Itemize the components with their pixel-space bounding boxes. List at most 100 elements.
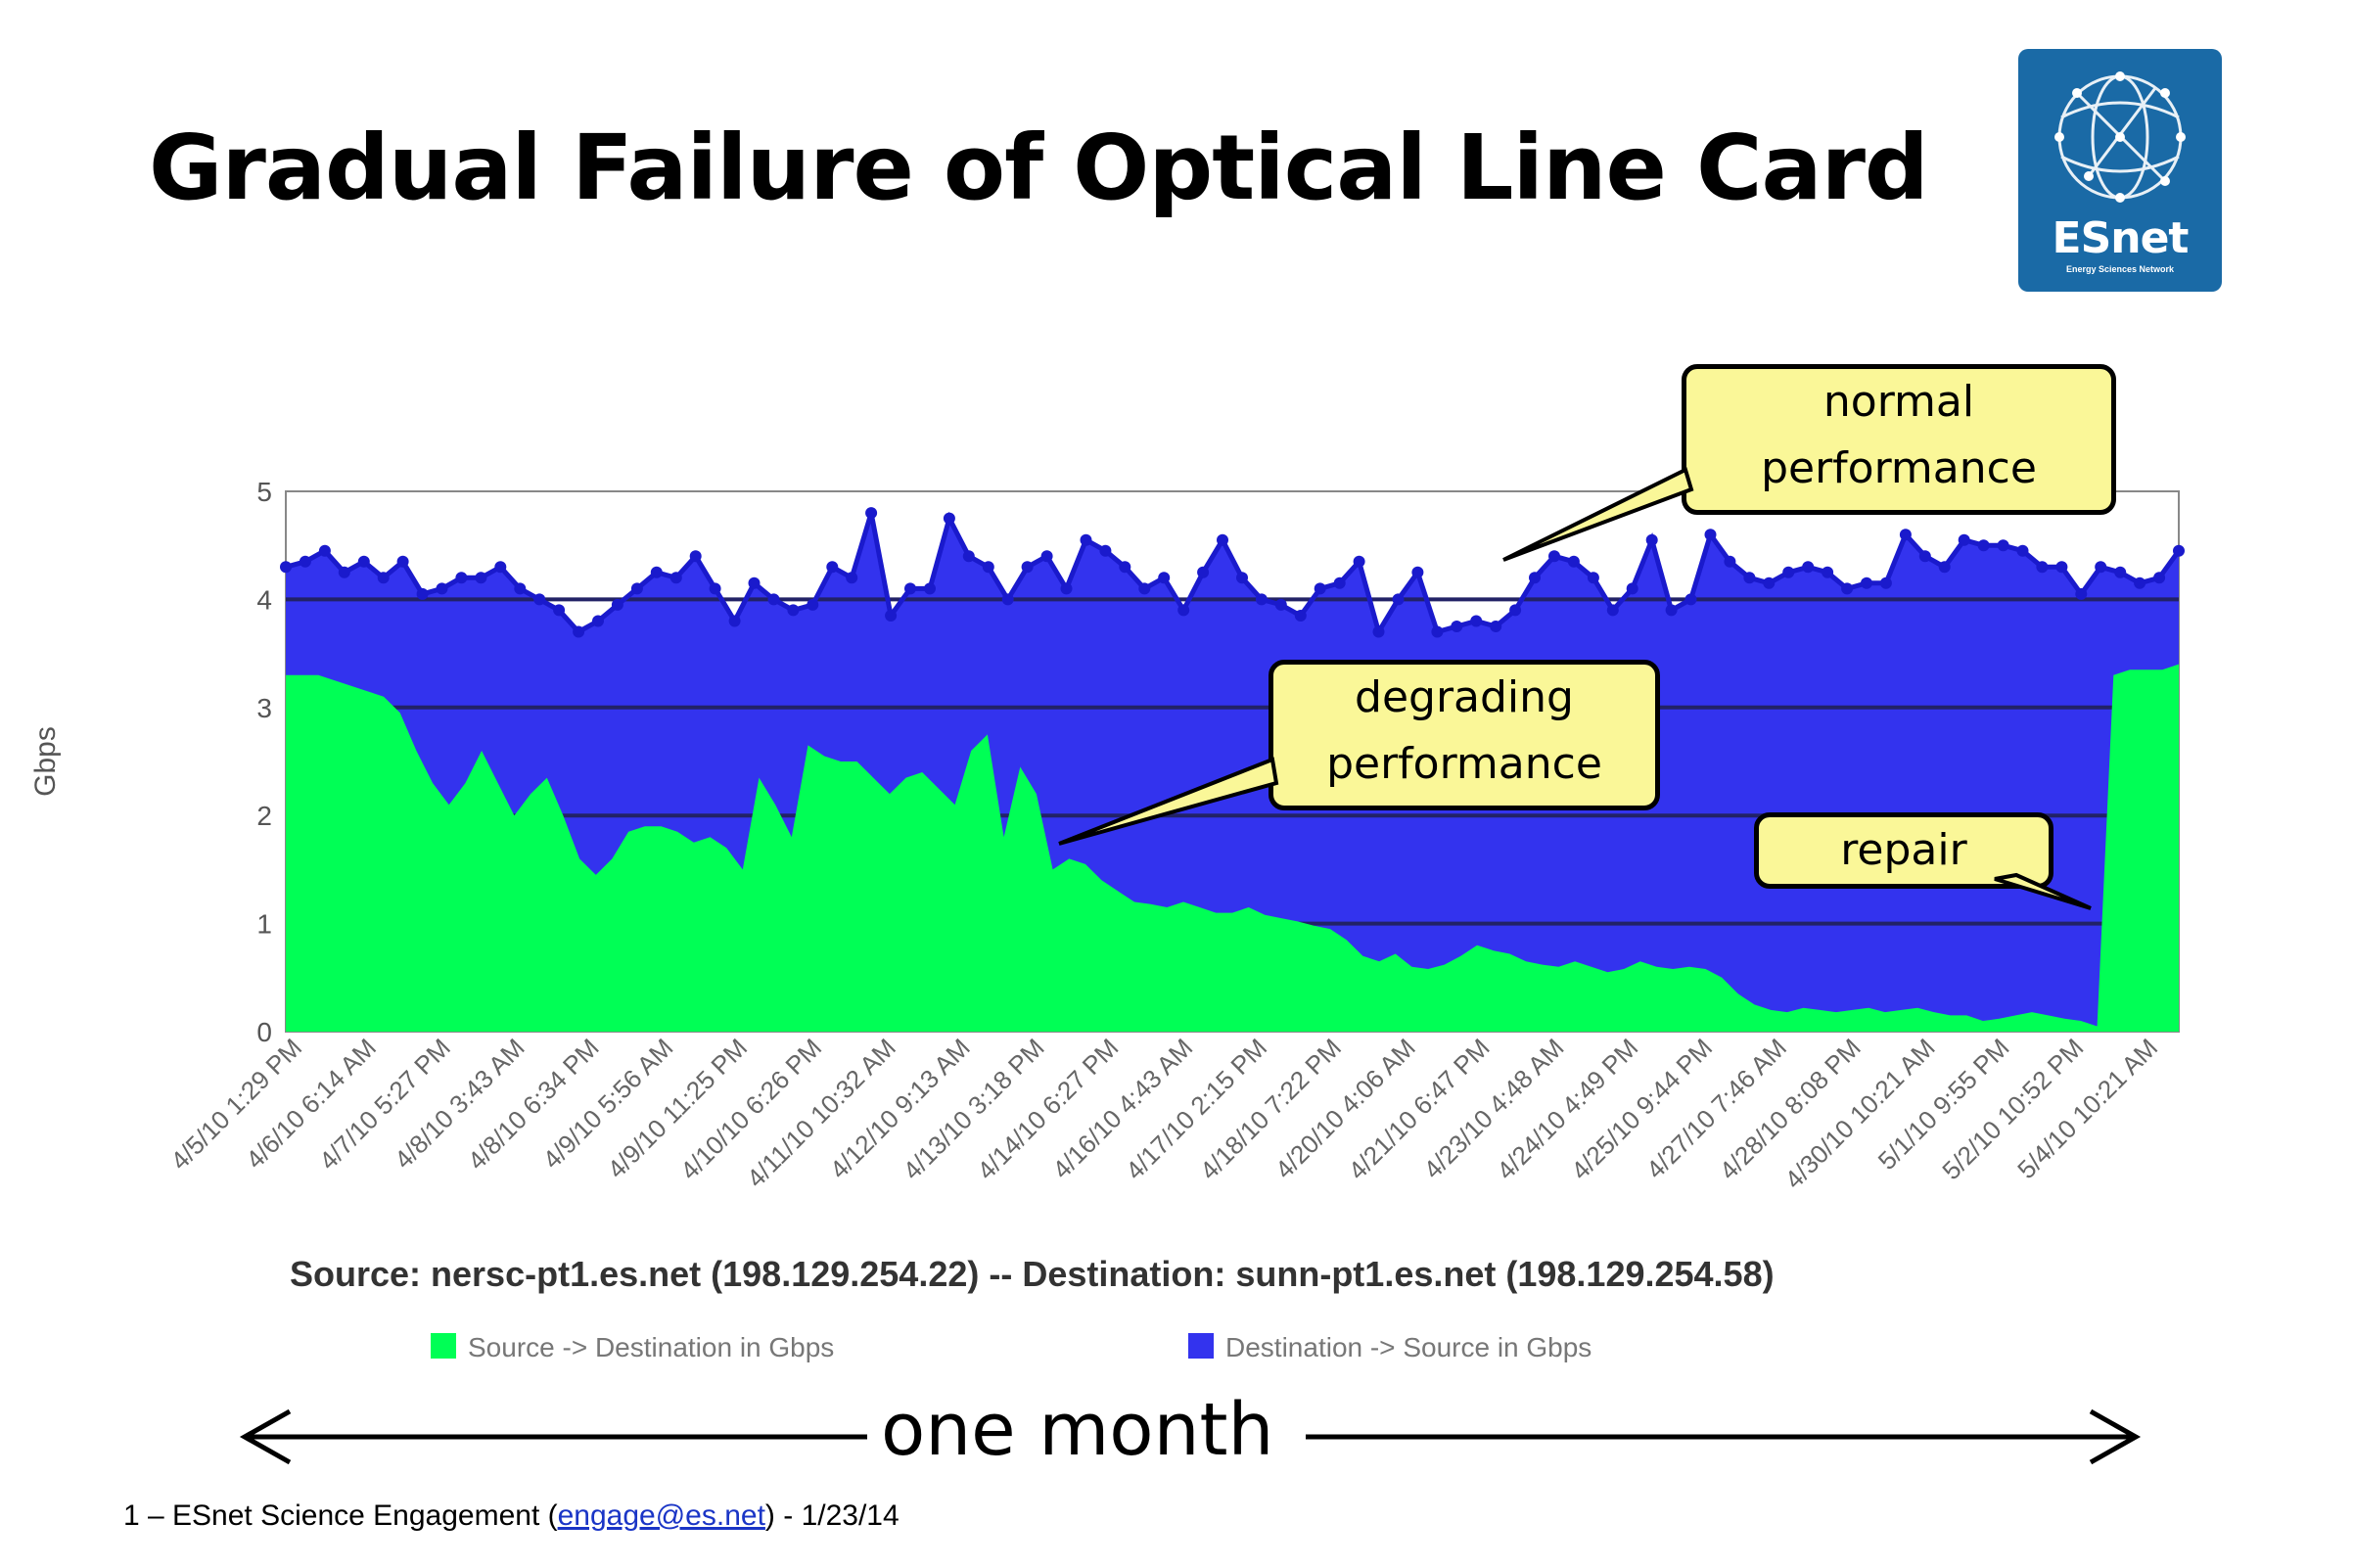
data-point-destination-source <box>2016 544 2029 557</box>
x-tick-label: 4/6/10 6:14 AM <box>240 1033 382 1175</box>
y-tick-label: 1 <box>256 909 272 940</box>
data-point-destination-source <box>1918 550 1931 563</box>
data-point-destination-source <box>1431 625 1444 638</box>
data-point-destination-source <box>1587 572 1599 584</box>
data-point-destination-source <box>1665 604 1678 617</box>
esnet-logo: ESnet Energy Sciences Network <box>2018 49 2222 292</box>
data-point-destination-source <box>553 604 566 617</box>
legend-swatch-source-destination <box>431 1333 456 1359</box>
data-point-destination-source <box>689 550 702 563</box>
data-point-destination-source <box>280 561 292 574</box>
data-point-destination-source <box>1567 555 1580 568</box>
data-point-destination-source <box>1606 604 1619 617</box>
legend-swatch-destination-source <box>1188 1333 1214 1359</box>
data-point-destination-source <box>728 615 741 627</box>
data-point-destination-source <box>1684 593 1697 606</box>
data-point-destination-source <box>1470 615 1483 627</box>
data-point-destination-source <box>1217 533 1228 546</box>
data-point-destination-source <box>1958 533 1970 546</box>
data-point-destination-source <box>650 566 663 578</box>
data-point-destination-source <box>1060 582 1073 595</box>
data-point-destination-source <box>611 598 623 611</box>
data-point-destination-source <box>1743 572 1756 584</box>
data-point-destination-source <box>2055 561 2068 574</box>
data-point-destination-source <box>2134 576 2146 589</box>
data-point-destination-source <box>377 572 390 584</box>
y-tick-label: 2 <box>256 801 272 831</box>
data-point-destination-source <box>2095 561 2107 574</box>
callout-repair-line-1: repair <box>1840 825 1967 875</box>
x-tick-label: 4/5/10 1:29 PM <box>164 1033 307 1176</box>
logo-subtext: Energy Sciences Network <box>2065 264 2175 274</box>
data-point-destination-source <box>2173 544 2185 557</box>
data-point-destination-source <box>846 572 858 584</box>
x-tick-label: 5/1/10 9:55 PM <box>1872 1033 2015 1176</box>
footer-suffix: ) - 1/23/14 <box>764 1499 900 1532</box>
data-point-destination-source <box>1001 593 1014 606</box>
data-point-destination-source <box>669 572 682 584</box>
data-point-destination-source <box>1782 566 1795 578</box>
data-point-destination-source <box>1938 561 1951 574</box>
data-point-destination-source <box>982 561 994 574</box>
data-point-destination-source <box>2075 587 2088 600</box>
data-point-destination-source <box>318 544 331 557</box>
y-tick-label: 4 <box>256 584 272 615</box>
data-point-destination-source <box>787 604 800 617</box>
data-point-destination-source <box>1119 561 1131 574</box>
data-point-destination-source <box>924 582 936 595</box>
data-point-destination-source <box>807 598 819 611</box>
data-point-destination-source <box>826 561 839 574</box>
callout-repair: repair <box>1754 812 2053 889</box>
data-point-destination-source <box>299 555 311 568</box>
callout-normal-line-1: normal <box>1822 377 1975 427</box>
data-point-destination-source <box>2114 566 2127 578</box>
x-tick-label: 4/8/10 3:43 AM <box>389 1033 531 1175</box>
data-point-destination-source <box>1021 561 1034 574</box>
data-point-destination-source <box>514 582 527 595</box>
data-point-destination-source <box>1040 550 1053 563</box>
data-point-destination-source <box>533 593 546 606</box>
data-point-destination-source <box>1879 576 1892 589</box>
callout-normal-performance: normal performance <box>1682 364 2116 515</box>
footer-email-link[interactable]: engage@es.net <box>557 1499 765 1532</box>
data-point-destination-source <box>2153 572 2166 584</box>
data-point-destination-source <box>1490 621 1502 632</box>
data-point-destination-source <box>1841 582 1854 595</box>
data-point-destination-source <box>1977 539 1990 552</box>
data-point-destination-source <box>455 572 468 584</box>
y-tick-label: 0 <box>256 1017 272 1047</box>
data-point-destination-source <box>357 555 370 568</box>
logo-wordmark: ESnet <box>2052 213 2190 263</box>
data-point-destination-source <box>1274 598 1287 611</box>
data-point-destination-source <box>1802 561 1815 574</box>
callout-degrading-line-2: performance <box>1326 739 1602 789</box>
data-point-destination-source <box>962 550 975 563</box>
data-point-destination-source <box>1529 572 1541 584</box>
data-point-destination-source <box>1997 539 2009 552</box>
globe-icon <box>2054 71 2186 203</box>
x-tick-label: 5/4/10 10:21 AM <box>2011 1033 2163 1184</box>
callout-normal-line-2: performance <box>1761 443 2037 493</box>
data-point-destination-source <box>1822 566 1834 578</box>
legend-label-source-destination: Source -> Destination in Gbps <box>468 1332 834 1362</box>
data-point-destination-source <box>709 582 721 595</box>
x-tick-label: 4/9/10 5:56 AM <box>537 1033 679 1175</box>
data-point-destination-source <box>1372 625 1385 638</box>
data-point-destination-source <box>865 507 878 520</box>
data-point-destination-source <box>630 582 643 595</box>
data-point-destination-source <box>1704 529 1717 541</box>
data-point-destination-source <box>1763 576 1776 589</box>
data-point-destination-source <box>1177 604 1190 617</box>
data-point-destination-source <box>1861 576 1872 589</box>
data-point-destination-source <box>1314 582 1326 595</box>
y-axis-label: Gbps <box>29 726 62 797</box>
x-tick-label: 4/7/10 5:27 PM <box>313 1033 456 1176</box>
data-point-destination-source <box>1080 533 1092 546</box>
footer: 1 – ESnet Science Engagement (engage@es.… <box>123 1499 900 1533</box>
data-point-destination-source <box>1333 576 1346 589</box>
data-point-destination-source <box>885 610 898 622</box>
data-point-destination-source <box>767 593 780 606</box>
data-point-destination-source <box>436 582 448 595</box>
data-point-destination-source <box>1158 572 1171 584</box>
data-point-destination-source <box>1411 566 1424 578</box>
